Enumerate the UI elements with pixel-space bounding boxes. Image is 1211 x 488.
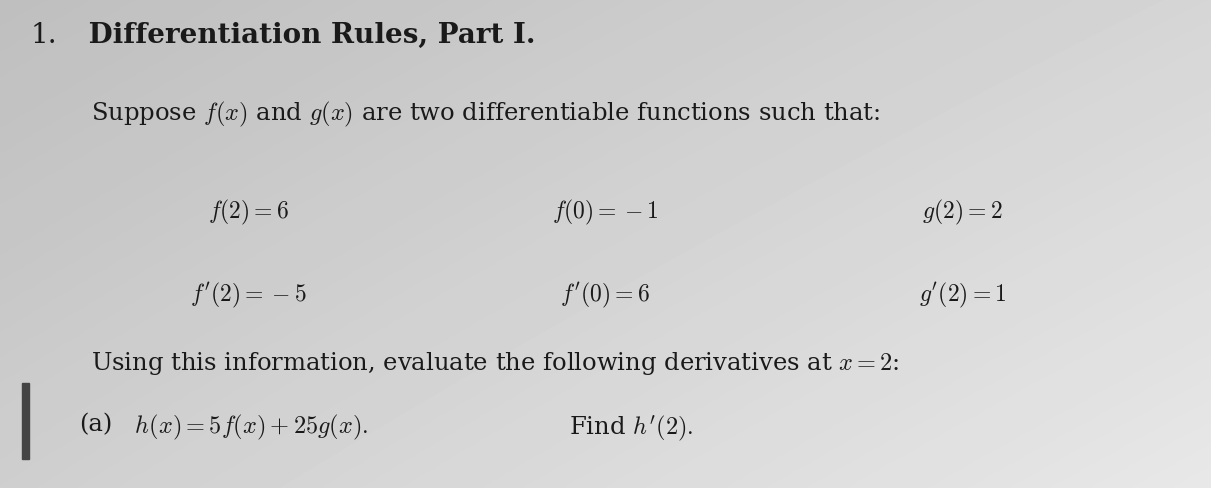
Text: $f(0) = -1$: $f(0) = -1$ xyxy=(552,198,659,226)
Text: Differentiation Rules, Part I.: Differentiation Rules, Part I. xyxy=(79,22,535,49)
Text: 1.: 1. xyxy=(30,22,57,49)
Text: (a): (a) xyxy=(79,412,111,435)
Text: $f^{\prime}(0) = 6$: $f^{\prime}(0) = 6$ xyxy=(561,281,650,309)
Bar xyxy=(22,383,29,459)
Text: Using this information, evaluate the following derivatives at $x = 2$:: Using this information, evaluate the fol… xyxy=(91,349,900,376)
Text: $f^{\prime}(2) = -5$: $f^{\prime}(2) = -5$ xyxy=(190,281,306,309)
Text: Suppose $f(x)$ and $g(x)$ are two differentiable functions such that:: Suppose $f(x)$ and $g(x)$ are two differ… xyxy=(91,100,880,129)
Text: $f(2) = 6$: $f(2) = 6$ xyxy=(208,198,288,226)
Text: $h(x) = 5f(x) + 25g(x).$: $h(x) = 5f(x) + 25g(x).$ xyxy=(127,412,368,442)
Text: Find $h^{\prime}(2).$: Find $h^{\prime}(2).$ xyxy=(569,412,694,442)
Text: $g(2) = 2$: $g(2) = 2$ xyxy=(923,198,1003,226)
Text: $g^{\prime}(2) = 1$: $g^{\prime}(2) = 1$ xyxy=(919,281,1006,309)
